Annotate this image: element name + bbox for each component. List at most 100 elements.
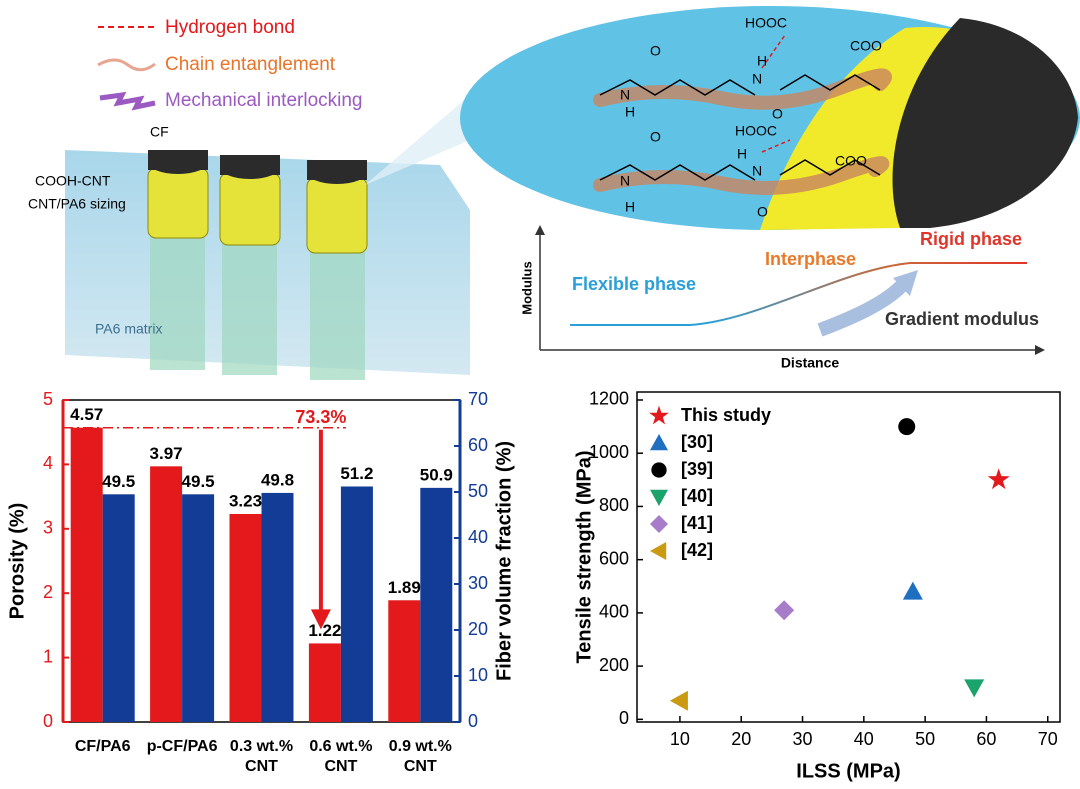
axis-label: Modulus (519, 261, 534, 314)
x-tick-label: 0.9 wt.% CNT (389, 738, 452, 775)
bar (261, 492, 294, 722)
modulus-sketch: Modulus Distance Flexible phase Interpha… (519, 225, 1045, 371)
y2-tick-label: 20 (468, 619, 488, 639)
y2-tick-label: 50 (468, 481, 488, 501)
legend-label: [39] (681, 459, 713, 479)
plot-frame (636, 391, 1061, 723)
chem-label: O (772, 106, 783, 122)
bar (229, 513, 262, 722)
bar (420, 487, 453, 722)
y-tick-label: 1000 (589, 442, 629, 462)
chem-label: H (625, 104, 635, 120)
bar (388, 600, 421, 722)
marker (669, 690, 688, 711)
chem-label: H (625, 199, 635, 215)
x-axis-label: ILSS (MPa) (796, 760, 900, 782)
chem-label: N (620, 87, 630, 103)
y-tick-label: 5 (43, 389, 53, 409)
interface-zoom: O N H HOOC H N COO O O N H HOOC H N COO … (365, 6, 1080, 231)
legend-label: [30] (681, 432, 713, 452)
chem-label: O (650, 129, 661, 145)
y-axis-label: Tensile strength (MPa) (573, 451, 595, 664)
legend-label: [42] (681, 540, 713, 560)
y2-tick-label: 60 (468, 435, 488, 455)
legend-marker (650, 434, 668, 451)
y-tick-label: 3 (43, 518, 53, 538)
bar (182, 494, 215, 722)
annotation: 73.3% (295, 407, 346, 427)
x-tick-label: 20 (731, 729, 751, 749)
legend-label: [40] (681, 486, 713, 506)
marker (964, 679, 985, 698)
chem-label: N (752, 71, 762, 87)
legend-marker (651, 462, 667, 478)
value-label: 1.22 (308, 621, 341, 640)
y-axis-label: Porosity (%) (6, 503, 28, 620)
arrow-label: Gradient modulus (885, 309, 1039, 329)
legend-text: Hydrogen bond (165, 17, 295, 38)
y2-axis-label: Fiber volume fraction (%) (493, 441, 515, 681)
chem-label: HOOC (735, 123, 777, 139)
y-tick-label: 1200 (589, 389, 629, 409)
annotation-arrow-head (310, 609, 331, 630)
legend-marker (649, 405, 669, 425)
chem-label: COO (835, 153, 867, 169)
legend-label: This study (681, 405, 771, 425)
bar (340, 486, 373, 722)
value-label: 3.23 (229, 491, 262, 510)
y-tick-label: 400 (599, 602, 629, 622)
bar (150, 466, 183, 722)
y-tick-label: 2 (43, 582, 53, 602)
x-tick-label: 50 (915, 729, 935, 749)
chem-label: HOOC (745, 15, 787, 31)
phase-label: Rigid phase (920, 229, 1022, 249)
marker (898, 418, 916, 436)
x-tick-label: 0.6 wt.% CNT (309, 738, 372, 775)
legend-text: Mechanical interlocking (165, 90, 363, 111)
schematic-legend: Hydrogen bond Chain entanglement Mechani… (97, 17, 363, 111)
fiber-label: COOH-CNT (35, 173, 111, 189)
y-tick-label: 1 (43, 646, 53, 666)
x-tick-label: CF/PA6 (75, 738, 131, 755)
value-label: 51.2 (340, 464, 373, 483)
legend-text: Chain entanglement (165, 54, 336, 75)
chem-label: H (757, 53, 767, 69)
y2-tick-label: 70 (468, 389, 488, 409)
value-label: 4.57 (70, 405, 103, 424)
legend-label: [41] (681, 513, 713, 533)
legend-marker (650, 489, 668, 506)
bar (102, 494, 135, 722)
legend-marker (650, 542, 667, 560)
y-tick-label: 0 (43, 711, 53, 731)
fiber-label: PA6 matrix (95, 321, 162, 337)
bar (308, 643, 341, 722)
chem-label: COO (850, 38, 882, 54)
y-tick-label: 0 (619, 708, 629, 728)
axis-label: Distance (781, 355, 840, 371)
legend-marker (650, 515, 668, 533)
y2-tick-label: 10 (468, 665, 488, 685)
value-label: 3.97 (150, 444, 183, 463)
chem-label: O (757, 204, 768, 220)
marker (987, 468, 1010, 490)
y2-tick-label: 30 (468, 573, 488, 593)
value-label: 49.5 (102, 472, 135, 491)
value-label: 1.89 (388, 578, 421, 597)
x-tick-label: 30 (793, 729, 813, 749)
y-tick-label: 600 (599, 548, 629, 568)
y2-tick-label: 40 (468, 527, 488, 547)
phase-label: Interphase (765, 249, 856, 269)
fiber-schematic: CF COOH-CNT CNT/PA6 sizing PA6 matrix (28, 124, 470, 380)
bar (70, 427, 103, 722)
y-tick-label: 4 (43, 453, 53, 473)
chem-label: N (620, 173, 630, 189)
x-tick-label: 70 (1038, 729, 1058, 749)
fiber-label: CF (150, 124, 169, 140)
y-tick-label: 800 (599, 495, 629, 515)
x-tick-label: 10 (670, 729, 690, 749)
x-tick-label: 0.3 wt.% CNT (230, 738, 293, 775)
x-tick-label: 60 (976, 729, 996, 749)
value-label: 50.9 (420, 465, 453, 484)
x-tick-label: p-CF/PA6 (147, 738, 218, 755)
